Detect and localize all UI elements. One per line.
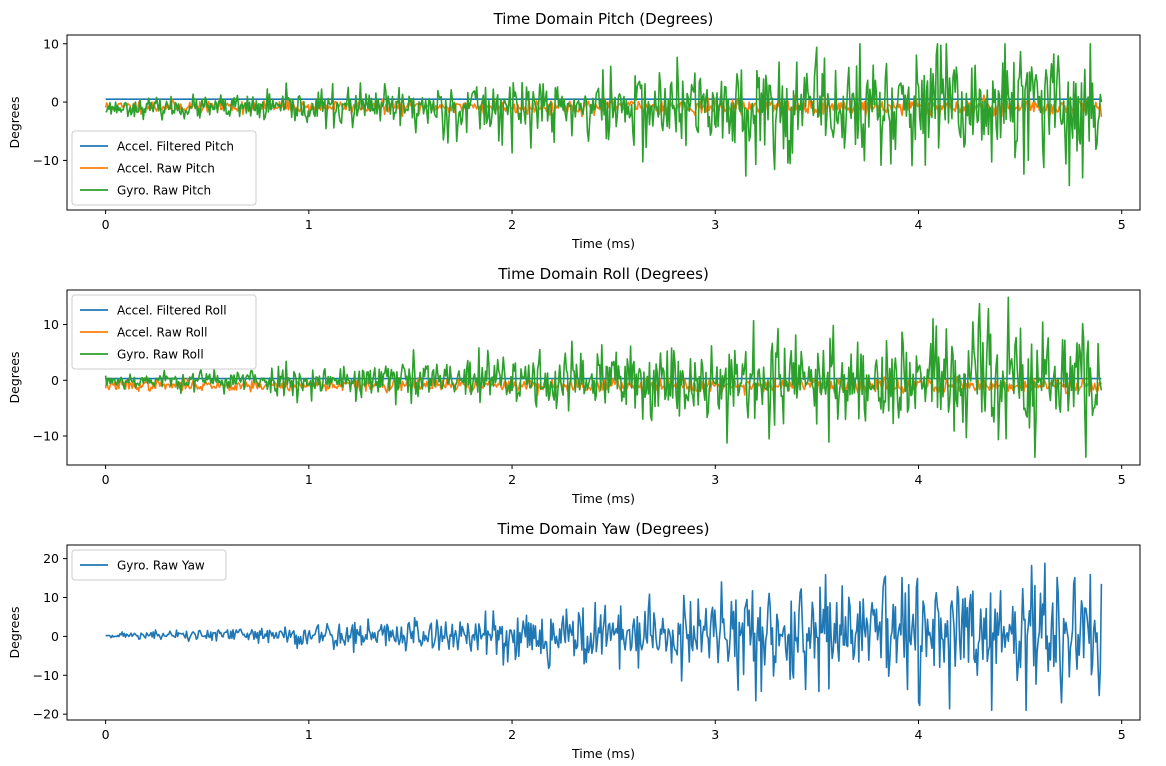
time-domain-yaw-y-tick-label: 0 xyxy=(51,629,59,644)
time-domain-pitch-x-tick-label: 1 xyxy=(305,217,313,232)
time-domain-yaw-y-tick-label: 10 xyxy=(43,590,59,605)
yaw-panel: Time Domain Yaw (Degrees) 0 1 2 3 4 5 −20 −10 0 10… xyxy=(7,520,1141,761)
time-domain-yaw-x-tick-label: 1 xyxy=(305,727,313,742)
time-domain-yaw-axes-frame xyxy=(66,544,1141,721)
accel-filtered-roll-legend-label: Accel. Filtered Roll xyxy=(117,304,227,318)
gyro-raw-yaw-line xyxy=(105,562,1103,712)
time-domain-pitch-x-tick-label: 3 xyxy=(711,217,719,232)
time-domain-roll-y-tick-label: −10 xyxy=(33,429,59,444)
time-domain-roll-x-tick-label: 4 xyxy=(915,472,923,487)
time-domain-yaw-x-tick-label: 5 xyxy=(1118,727,1126,742)
roll-panel: Time Domain Roll (Degrees) 0 1 2 3 4 5 −10 0 10 Ti… xyxy=(7,265,1141,506)
time-domain-pitch-x-tick-label: 4 xyxy=(915,217,923,232)
time-domain-roll-legend-box xyxy=(71,294,257,370)
time-domain-yaw-y-axis-label: Degrees xyxy=(7,606,22,658)
time-domain-pitch-y-axis-label: Degrees xyxy=(7,96,22,148)
gyro-raw-pitch-line xyxy=(105,42,1103,187)
time-domain-roll-x-tick-label: 5 xyxy=(1118,472,1126,487)
time-domain-yaw-x-tick-label: 3 xyxy=(711,727,719,742)
time-domain-roll-x-tick-label: 0 xyxy=(102,472,110,487)
time-domain-roll-title: Time Domain Roll (Degrees) xyxy=(497,265,709,283)
time-domain-roll-y-axis-label: Degrees xyxy=(7,351,22,403)
time-domain-roll-y-tick-label: 10 xyxy=(43,317,59,332)
time-domain-yaw-y-tick-label: −10 xyxy=(33,668,59,683)
gyro-raw-pitch-legend-label: Gyro. Raw Pitch xyxy=(117,184,211,198)
time-domain-yaw-legend: Gyro. Raw Yaw xyxy=(71,549,227,581)
time-domain-pitch-title: Time Domain Pitch (Degrees) xyxy=(493,10,714,28)
time-domain-yaw-title: Time Domain Yaw (Degrees) xyxy=(497,520,710,538)
gyro-raw-roll-line xyxy=(104,296,1103,459)
time-domain-yaw-x-tick-label: 2 xyxy=(508,727,516,742)
gyro-raw-roll-legend-label: Gyro. Raw Roll xyxy=(117,348,204,362)
time-domain-roll-y-tick-label: 0 xyxy=(51,373,59,388)
time-domain-roll-x-tick-label: 1 xyxy=(305,472,313,487)
pitch-panel: Time Domain Pitch (Degrees) 0 1 2 3 4 5 −10 0 10 T… xyxy=(7,10,1141,251)
time-domain-roll-x-axis-label: Time (ms) xyxy=(571,491,635,506)
time-domain-pitch-x-tick-label: 2 xyxy=(508,217,516,232)
gyro-raw-yaw-legend-label: Gyro. Raw Yaw xyxy=(117,559,205,573)
time-domain-pitch-x-tick-label: 0 xyxy=(102,217,110,232)
time-domain-pitch-y-tick-label: −10 xyxy=(33,153,59,168)
time-domain-pitch-y-tick-label: 10 xyxy=(43,36,59,51)
time-domain-pitch-axes-frame xyxy=(66,34,1141,211)
time-domain-pitch-legend-box xyxy=(71,130,257,206)
time-domain-pitch-y-tick-label: 0 xyxy=(51,95,59,110)
time-domain-yaw-x-tick-label: 0 xyxy=(102,727,110,742)
accel-raw-pitch-legend-label: Accel. Raw Pitch xyxy=(117,162,215,176)
accel-raw-roll-legend-label: Accel. Raw Roll xyxy=(117,326,207,340)
time-domain-roll-x-tick-label: 2 xyxy=(508,472,516,487)
time-domain-yaw-x-axis-label: Time (ms) xyxy=(571,746,635,761)
time-domain-yaw-x-tick-label: 4 xyxy=(915,727,923,742)
time-domain-roll-x-tick-label: 3 xyxy=(711,472,719,487)
time-domain-yaw-legend-box xyxy=(71,549,227,581)
time-domain-roll-legend: Accel. Filtered Roll Accel. Raw Roll Gyro.… xyxy=(71,294,257,370)
time-domain-roll-axes-frame xyxy=(66,289,1141,466)
accel-filtered-pitch-legend-label: Accel. Filtered Pitch xyxy=(117,140,234,154)
time-domain-pitch-legend: Accel. Filtered Pitch Accel. Raw Pitch Gyr… xyxy=(71,130,257,206)
time-domain-yaw-y-tick-label: 20 xyxy=(43,551,59,566)
time-domain-pitch-x-axis-label: Time (ms) xyxy=(571,236,635,251)
time-domain-yaw-y-tick-label: −20 xyxy=(33,707,59,722)
time-domain-pitch-x-tick-label: 5 xyxy=(1118,217,1126,232)
